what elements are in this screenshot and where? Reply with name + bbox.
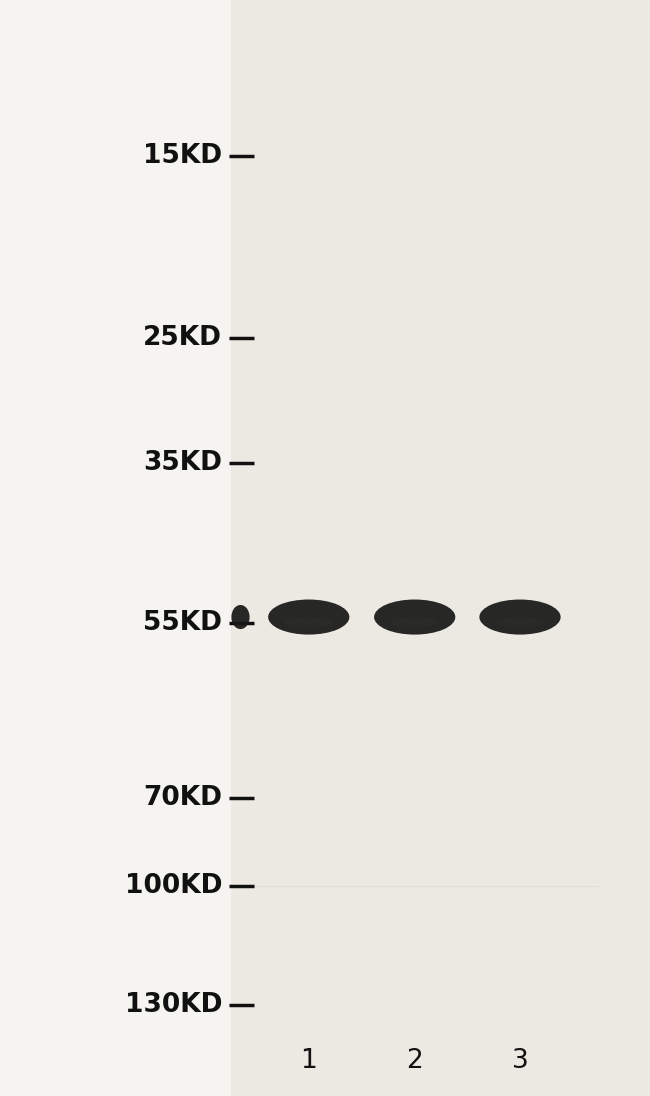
Text: 15KD: 15KD bbox=[143, 142, 222, 169]
Text: 35KD: 35KD bbox=[143, 449, 222, 476]
Text: 70KD: 70KD bbox=[143, 785, 222, 811]
Text: 2: 2 bbox=[406, 1048, 423, 1074]
Ellipse shape bbox=[374, 600, 455, 635]
Text: 130KD: 130KD bbox=[125, 992, 222, 1018]
Text: 25KD: 25KD bbox=[143, 324, 222, 351]
Text: 55KD: 55KD bbox=[143, 609, 222, 636]
Text: 100KD: 100KD bbox=[125, 872, 222, 899]
Bar bbox=[231, 0, 650, 1096]
Ellipse shape bbox=[285, 617, 333, 627]
Ellipse shape bbox=[480, 600, 560, 635]
Ellipse shape bbox=[268, 600, 350, 635]
Ellipse shape bbox=[495, 617, 545, 627]
Ellipse shape bbox=[231, 605, 250, 629]
Ellipse shape bbox=[390, 617, 439, 627]
Text: 3: 3 bbox=[512, 1048, 528, 1074]
Text: 1: 1 bbox=[300, 1048, 317, 1074]
